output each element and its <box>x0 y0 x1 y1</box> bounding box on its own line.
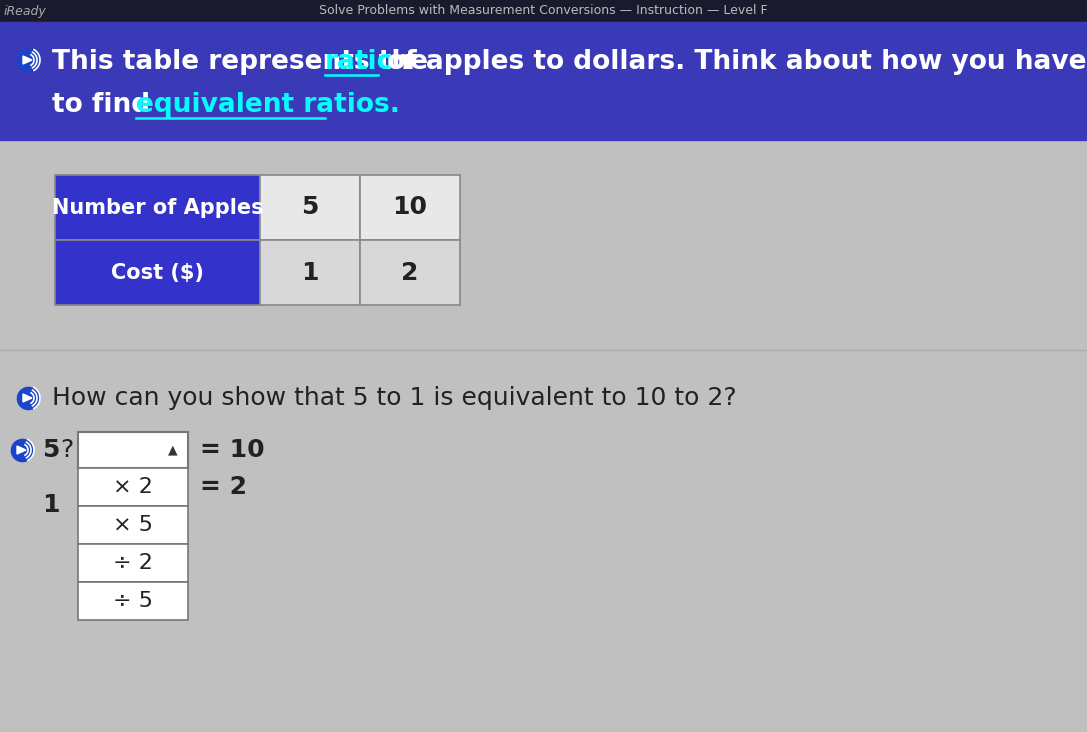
Text: 1: 1 <box>42 493 60 517</box>
Text: How can you show that 5 to 1 is equivalent to 10 to 2?: How can you show that 5 to 1 is equivale… <box>52 386 737 410</box>
Bar <box>360 175 460 240</box>
Bar <box>0 22 1087 140</box>
Bar <box>260 175 360 240</box>
Text: Solve Problems with Measurement Conversions — Instruction — Level F: Solve Problems with Measurement Conversi… <box>318 4 767 18</box>
Text: 10: 10 <box>392 195 427 220</box>
Text: = 2: = 2 <box>200 475 247 499</box>
Text: iReady: iReady <box>4 4 47 18</box>
Text: × 2: × 2 <box>113 477 153 497</box>
Text: 5: 5 <box>301 195 318 220</box>
Text: ?: ? <box>60 438 73 462</box>
Bar <box>55 175 260 240</box>
Text: = 10: = 10 <box>200 438 264 462</box>
Text: This table represents the: This table represents the <box>52 49 437 75</box>
Bar <box>78 544 188 582</box>
Bar <box>78 468 188 506</box>
Text: ▲: ▲ <box>168 444 178 457</box>
Polygon shape <box>23 394 32 402</box>
Polygon shape <box>23 56 32 64</box>
Text: Number of Apples: Number of Apples <box>52 198 263 217</box>
Bar <box>78 506 188 544</box>
Bar <box>78 432 188 468</box>
Text: ÷ 2: ÷ 2 <box>113 553 153 573</box>
Text: × 5: × 5 <box>113 515 153 535</box>
Text: Cost ($): Cost ($) <box>111 263 204 283</box>
Text: 5: 5 <box>42 438 60 462</box>
Text: 1: 1 <box>301 261 318 285</box>
Bar <box>78 582 188 620</box>
Text: to find: to find <box>52 92 160 118</box>
Bar <box>0 0 1087 22</box>
Text: equivalent ratios.: equivalent ratios. <box>136 92 400 118</box>
Text: 2: 2 <box>401 261 418 285</box>
Bar <box>55 240 260 305</box>
Text: of apples to dollars. Think about how you have used tables: of apples to dollars. Think about how yo… <box>377 49 1087 75</box>
Polygon shape <box>17 446 26 454</box>
Text: ÷ 5: ÷ 5 <box>113 591 153 611</box>
Bar <box>360 240 460 305</box>
Bar <box>260 240 360 305</box>
Text: ratio: ratio <box>325 49 396 75</box>
